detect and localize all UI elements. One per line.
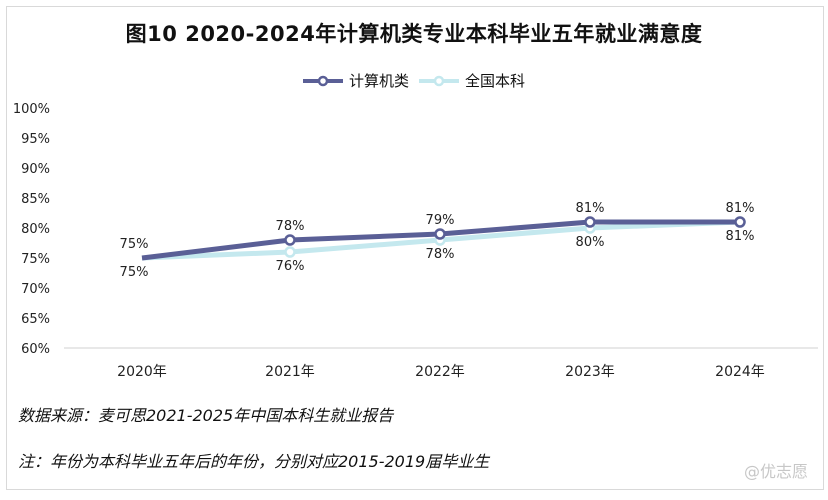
data-point-marker xyxy=(734,216,746,228)
legend-label-national: 全国本科 xyxy=(465,72,526,90)
y-tick-label: 65% xyxy=(21,312,50,327)
y-tick-label: 100% xyxy=(13,102,50,117)
data-label-national: 80% xyxy=(576,235,605,250)
chart-legend: 计算机类 全国本科 xyxy=(0,70,828,91)
y-tick-label: 85% xyxy=(21,192,50,207)
watermark: @优志愿 xyxy=(743,462,808,481)
data-point-marker xyxy=(584,216,596,228)
data-point-marker xyxy=(434,228,446,240)
legend-label-computer: 计算机类 xyxy=(348,72,409,90)
data-label-computer: 78% xyxy=(276,219,305,234)
legend-marker-national-icon xyxy=(419,75,459,86)
x-tick-label: 2020年 xyxy=(117,364,167,380)
y-tick-label: 75% xyxy=(21,252,50,267)
data-label-computer: 81% xyxy=(726,201,755,216)
y-tick-label: 80% xyxy=(21,222,50,237)
legend-item-national: 全国本科 xyxy=(419,70,525,91)
data-label-national: 81% xyxy=(726,229,755,244)
y-tick-label: 95% xyxy=(21,132,50,147)
legend-marker-computer-icon xyxy=(302,75,343,86)
data-point-marker xyxy=(284,234,296,246)
footnote: 注：年份为本科毕业五年后的年份，分别对应2015-2019届毕业生 xyxy=(18,452,490,471)
y-tick-label: 60% xyxy=(21,342,50,357)
data-label-national: 75% xyxy=(120,265,149,280)
data-point-marker xyxy=(284,246,296,258)
chart-title: 图10 2020-2024年计算机类专业本科毕业五年就业满意度 xyxy=(125,22,703,46)
x-tick-label: 2022年 xyxy=(415,364,465,380)
y-tick-label: 70% xyxy=(21,282,50,297)
x-tick-label: 2021年 xyxy=(265,364,315,380)
x-tick-label: 2024年 xyxy=(715,364,765,380)
data-label-national: 78% xyxy=(426,247,455,262)
chart-frame xyxy=(6,6,824,490)
x-tick-label: 2023年 xyxy=(565,364,615,380)
y-tick-label: 90% xyxy=(21,162,50,177)
data-label-national: 76% xyxy=(276,259,305,274)
data-label-computer: 75% xyxy=(120,237,149,252)
data-source-note: 数据来源：麦可思2021-2025年中国本科生就业报告 xyxy=(18,406,394,425)
data-label-computer: 81% xyxy=(576,201,605,216)
legend-item-computer: 计算机类 xyxy=(302,70,409,91)
data-label-computer: 79% xyxy=(426,213,455,228)
